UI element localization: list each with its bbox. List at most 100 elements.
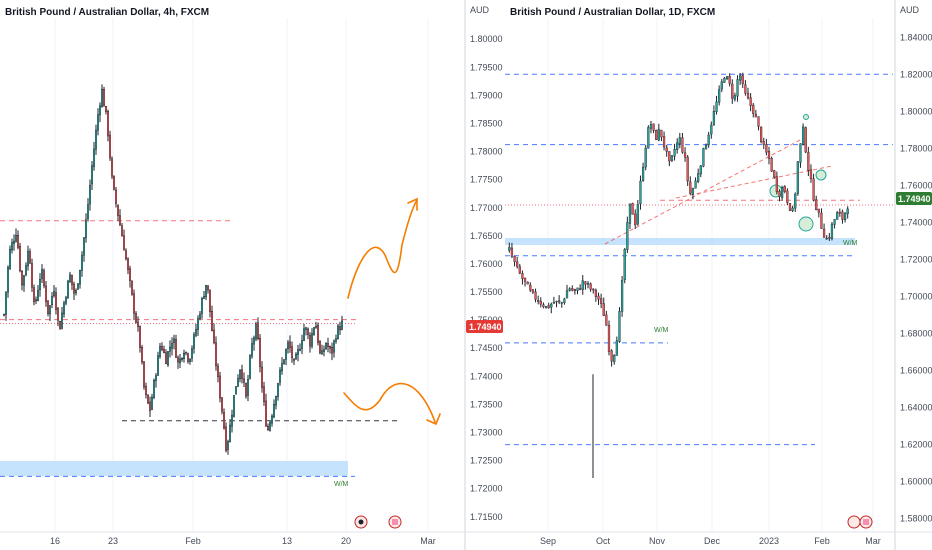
x-tick-label: 16 <box>50 536 60 546</box>
x-tick-label: Feb <box>185 536 201 546</box>
candle-body <box>196 318 199 330</box>
x-tick-label: 23 <box>108 536 118 546</box>
candle-body <box>4 291 7 315</box>
candle-body <box>783 186 786 192</box>
candle-body <box>699 165 702 175</box>
right-trendlines <box>604 139 833 245</box>
candle-body <box>200 298 203 314</box>
candle-body <box>641 166 645 181</box>
candle-body <box>132 293 135 314</box>
right-wm-label-top: W/M <box>843 240 858 247</box>
candle-body <box>681 137 684 153</box>
right-chart[interactable]: British Pound / Australian Dollar, 1D, F… <box>505 0 932 550</box>
candle-body <box>104 106 107 112</box>
candle-body <box>92 148 95 167</box>
left-grid <box>54 18 429 532</box>
candle-body <box>686 156 689 182</box>
candle-body <box>116 204 119 216</box>
candle-body <box>521 273 524 280</box>
left-y-axis[interactable]: 1.80000 1.79500 1.79000 1.78500 1.78000 1.775… <box>470 34 503 522</box>
candle-body <box>72 283 75 294</box>
right-support-zone <box>505 238 855 245</box>
candle-body <box>242 378 245 383</box>
candle-body <box>757 116 760 127</box>
candle-body <box>767 151 771 159</box>
candle-body <box>657 129 660 141</box>
candle-body <box>618 310 621 342</box>
candle-body <box>689 181 692 194</box>
candle-body <box>615 340 618 356</box>
candle-body <box>47 300 50 314</box>
candle-body <box>238 369 241 379</box>
candle-body <box>208 289 211 312</box>
candle-body <box>341 320 344 330</box>
head-marker <box>798 216 814 232</box>
candle-body <box>224 426 227 451</box>
candle-body <box>325 343 328 349</box>
right-x-axis[interactable]: Sep Oct Nov Dec 2023 Feb Mar <box>540 536 881 546</box>
candle-body <box>156 355 159 376</box>
right-chart-title: British Pound / Australian Dollar, 1D, F… <box>510 7 715 18</box>
candle-body <box>10 242 13 251</box>
candle-body <box>138 326 141 348</box>
candle-body <box>283 359 286 364</box>
candle-body <box>683 152 687 158</box>
left-indicator-icons[interactable] <box>354 515 402 529</box>
bearish-projection-arrow <box>343 382 436 423</box>
right-levels <box>505 73 893 446</box>
candle-body <box>518 266 521 274</box>
candle-body <box>510 247 514 257</box>
right-indicator-icons[interactable] <box>847 515 873 529</box>
candle-body <box>232 395 235 417</box>
y-tick-label: 1.73500 <box>470 399 503 409</box>
candle-body <box>102 89 105 107</box>
candle-body <box>220 397 223 412</box>
candle-body <box>166 351 169 366</box>
candle-body <box>586 283 590 285</box>
x-tick-label: 20 <box>341 536 351 546</box>
left-candles <box>3 84 344 455</box>
candle-body <box>534 291 537 300</box>
candle-body <box>74 290 77 294</box>
y-tick-label: 1.62000 <box>900 440 932 450</box>
left-x-axis[interactable]: 16 23 Feb 13 20 Mar <box>50 536 436 546</box>
candle-body <box>623 249 626 280</box>
candle-body <box>715 101 718 112</box>
candle-body <box>154 375 157 381</box>
candle-body <box>801 126 805 145</box>
candle-body <box>634 213 637 226</box>
candle-body <box>581 280 584 290</box>
candle-body <box>558 300 561 303</box>
candle-body <box>775 176 778 193</box>
left-price-badge: 1.74940 <box>466 320 503 333</box>
candle-body <box>317 324 320 343</box>
candle-body <box>64 297 67 304</box>
candle-body <box>602 303 605 316</box>
left-wm-label: W/M <box>334 481 349 488</box>
candle-body <box>126 258 129 270</box>
right-y-axis[interactable]: 1.84000 1.82000 1.80000 1.78000 1.76000 1.740… <box>900 32 932 523</box>
candle-body <box>63 302 66 315</box>
candle-body <box>293 358 296 361</box>
candle-body <box>269 422 272 431</box>
candle-body <box>86 204 89 219</box>
candle-body <box>731 83 734 99</box>
candle-body <box>728 76 731 84</box>
y-tick-label: 1.75500 <box>470 287 503 297</box>
candle-body <box>676 142 679 150</box>
candle-body <box>749 97 752 106</box>
candle-body <box>29 251 32 264</box>
candle-body <box>327 343 330 347</box>
candle-body <box>337 325 340 339</box>
candle-body <box>23 275 26 286</box>
candle-body <box>230 414 233 427</box>
left-chart[interactable]: British Pound / Australian Dollar, 4h, F… <box>0 0 503 550</box>
candle-body <box>43 270 46 286</box>
y-tick-label: 1.76500 <box>470 231 503 241</box>
candle-body <box>321 350 324 355</box>
y-tick-label: 1.66000 <box>900 366 932 376</box>
y-tick-label: 1.80000 <box>900 106 932 116</box>
candle-body <box>673 148 676 157</box>
candle-body <box>112 175 115 190</box>
